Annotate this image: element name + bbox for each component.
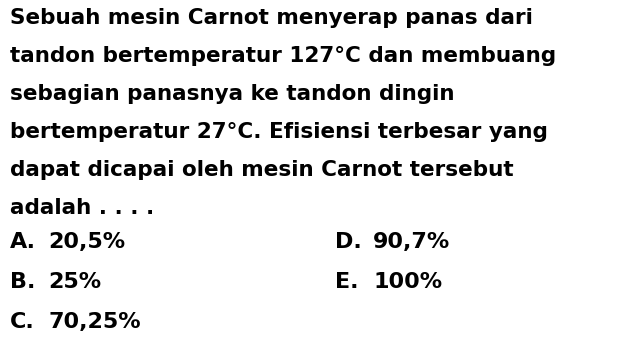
Text: Sebuah mesin Carnot menyerap panas dari: Sebuah mesin Carnot menyerap panas dari [10, 8, 533, 28]
Text: B.: B. [10, 272, 35, 292]
Text: sebagian panasnya ke tandon dingin: sebagian panasnya ke tandon dingin [10, 84, 454, 104]
Text: bertemperatur 27°C. Efisiensi terbesar yang: bertemperatur 27°C. Efisiensi terbesar y… [10, 122, 548, 142]
Text: 25%: 25% [48, 272, 101, 292]
Text: A.: A. [10, 232, 36, 252]
Text: 90,7%: 90,7% [373, 232, 450, 252]
Text: D.: D. [335, 232, 362, 252]
Text: adalah . . . .: adalah . . . . [10, 198, 154, 218]
Text: 20,5%: 20,5% [48, 232, 125, 252]
Text: 70,25%: 70,25% [48, 312, 140, 332]
Text: C.: C. [10, 312, 35, 332]
Text: dapat dicapai oleh mesin Carnot tersebut: dapat dicapai oleh mesin Carnot tersebut [10, 160, 513, 180]
Text: E.: E. [335, 272, 358, 292]
Text: 100%: 100% [373, 272, 442, 292]
Text: tandon bertemperatur 127°C dan membuang: tandon bertemperatur 127°C dan membuang [10, 46, 556, 66]
